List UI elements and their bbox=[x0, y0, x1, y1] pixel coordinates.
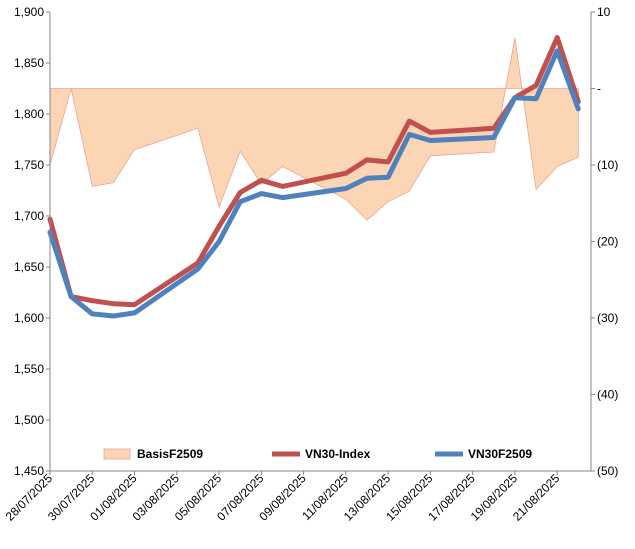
legend-item-basis: BasisF2509 bbox=[103, 447, 203, 461]
legend: BasisF2509 VN30-Index VN30F2509 bbox=[103, 447, 532, 461]
legend-swatch bbox=[103, 448, 131, 460]
right-tick-label: - bbox=[597, 82, 601, 96]
left-tick-label: 1,500 bbox=[14, 413, 44, 427]
left-tick-label: 1,700 bbox=[14, 209, 44, 223]
right-tick-label: (30) bbox=[597, 311, 618, 325]
legend-label: BasisF2509 bbox=[137, 447, 203, 461]
legend-item-vn30-index: VN30-Index bbox=[272, 447, 371, 461]
basis-area bbox=[49, 37, 579, 221]
basis-area-layer bbox=[49, 37, 579, 221]
right-tick-label: (10) bbox=[597, 158, 618, 172]
legend-item-vn30f2509: VN30F2509 bbox=[435, 447, 532, 461]
left-tick-label: 1,650 bbox=[14, 260, 44, 274]
right-tick-label: 10 bbox=[597, 5, 611, 19]
right-tick-label: (20) bbox=[597, 235, 618, 249]
legend-label: VN30F2509 bbox=[468, 447, 532, 461]
legend-label: VN30-Index bbox=[305, 447, 371, 461]
left-tick-label: 1,600 bbox=[14, 311, 44, 325]
axes-layer: 1,450 1,500 1,550 1,600 1,650 1,700 1,750 1,800… bbox=[3, 5, 619, 524]
right-tick-label: (50) bbox=[597, 464, 618, 478]
left-tick-label: 1,900 bbox=[14, 5, 44, 19]
left-tick-label: 1,850 bbox=[14, 56, 44, 70]
vn30f2509-line bbox=[47, 48, 581, 319]
left-tick-label: 1,550 bbox=[14, 362, 44, 376]
left-tick-label: 1,750 bbox=[14, 158, 44, 172]
left-tick-label: 1,450 bbox=[14, 464, 44, 478]
right-tick-label: (40) bbox=[597, 388, 618, 402]
price-lines-layer bbox=[47, 35, 581, 319]
left-tick-label: 1,800 bbox=[14, 107, 44, 121]
x-tick-label: 21/08/2025 bbox=[510, 471, 563, 524]
